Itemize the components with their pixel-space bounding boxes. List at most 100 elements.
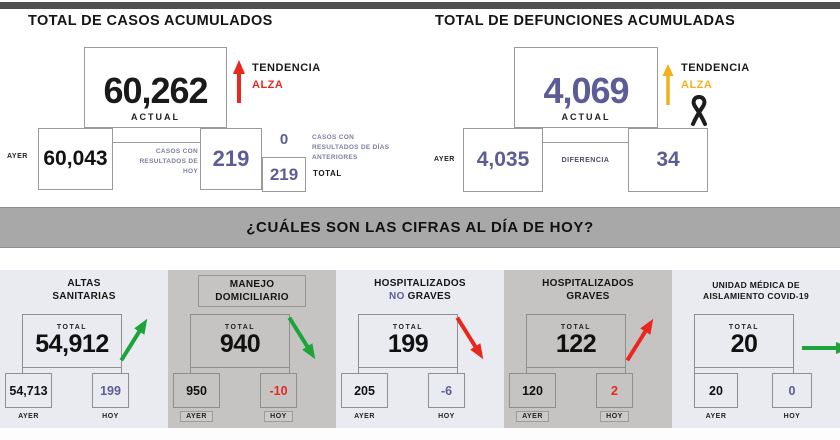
card-total-label: TOTAL [728, 324, 760, 332]
card-total-label: TOTAL [560, 324, 592, 332]
card-title: UNIDAD MÉDICA DE AISLAMIENTO COVID-19 [672, 280, 840, 302]
card-total-box: TOTAL 20 [694, 314, 794, 368]
card-ayer-box: 54,713 [5, 373, 52, 408]
card-title: HOSPITALIZADOS NO GRAVES [336, 277, 504, 303]
card-ayer-box: 120 [509, 373, 556, 408]
card-ayer-label-text: AYER [18, 413, 39, 420]
card-hoy-label-text: HOY [438, 413, 455, 420]
card-ayer-label: AYER [173, 411, 220, 422]
card-hoy-label-text: HOY [600, 411, 629, 422]
connector-stub [289, 368, 290, 374]
card-hoy-box: -6 [428, 373, 465, 408]
card-title: MANEJO DOMICILIARIO [198, 275, 306, 307]
card-title-accent: NO [389, 291, 405, 302]
card-hoy-box: 199 [92, 373, 129, 408]
card-ayer-label-text: AYER [516, 411, 549, 422]
cases-actual-label: ACTUAL [131, 112, 180, 122]
cases-actual-box: 60,262 ACTUAL [84, 47, 227, 128]
card-hoy-label-text: HOY [264, 411, 293, 422]
deaths-actual-value: 4,069 [543, 70, 629, 111]
connector-stub [694, 368, 695, 374]
deaths-trend-label: TENDENCIA [681, 62, 750, 74]
trend-up-arrow-icon [119, 318, 148, 362]
cases-trend-up-arrow-icon [233, 60, 245, 103]
connector-stub [526, 368, 527, 374]
card-title-line2: GRAVES [407, 291, 451, 302]
card-ayer-label: AYER [341, 413, 388, 420]
deaths-diferencia-label: DIFERENCIA [561, 157, 610, 164]
card-total-box: TOTAL 940 [190, 314, 290, 368]
cases-today-results-label: CASOS CON RESULTADOS DE HOY [139, 148, 198, 175]
card-ayer-label-text: AYER [354, 413, 375, 420]
card-ayer-label: AYER [5, 413, 52, 420]
card-ayer-box: 20 [694, 373, 738, 408]
card-hoy-label: HOY [92, 413, 129, 420]
card-title: HOSPITALIZADOS GRAVES [504, 277, 672, 303]
card-total-box: TOTAL 54,912 [22, 314, 122, 368]
card-title-line2: DOMICILIARIO [215, 292, 289, 303]
card-total-value: 940 [219, 330, 261, 359]
cases-previous-days-value: 0 [279, 131, 289, 148]
cases-trend-label: TENDENCIA [252, 62, 321, 74]
card-total-value: 54,912 [35, 330, 109, 359]
card-title-line1: UNIDAD MÉDICA DE [712, 280, 800, 290]
trend-up-arrow-icon [625, 318, 654, 362]
card-ayer-label-text: AYER [180, 411, 213, 422]
card-hospitalizados-graves: HOSPITALIZADOS GRAVES TOTAL 122 120 2 AY… [504, 270, 672, 428]
connector-stub [190, 368, 191, 374]
trend-flat-arrow-icon [802, 342, 840, 354]
connector-stub [22, 368, 23, 374]
card-hoy-label: HOY [260, 411, 297, 422]
deaths-diferencia-box: 34 [628, 128, 708, 192]
cases-total-box: 219 [262, 157, 306, 192]
card-total-value: 122 [555, 330, 597, 359]
card-ayer-box: 205 [341, 373, 388, 408]
deaths-ayer-box: 4,035 [463, 128, 543, 192]
card-title-line1: MANEJO [229, 279, 275, 290]
card-total-box: TOTAL 122 [526, 314, 626, 368]
card-total-label: TOTAL [56, 324, 88, 332]
card-total-box: TOTAL 199 [358, 314, 458, 368]
deaths-panel-title: TOTAL DE DEFUNCIONES ACUMULADAS [435, 13, 736, 29]
card-ayer-label-text: AYER [705, 413, 727, 420]
cases-actual-value: 60,262 [103, 70, 208, 111]
card-title-line1: ALTAS [67, 278, 101, 289]
card-hoy-label-text: HOY [783, 413, 801, 420]
card-hoy-label: HOY [596, 411, 633, 422]
card-total-value: 199 [387, 330, 429, 359]
cases-panel-title: TOTAL DE CASOS ACUMULADOS [28, 13, 273, 29]
connector-stub [793, 368, 794, 374]
deaths-actual-box: 4,069 ACTUAL [514, 47, 658, 128]
mourning-ribbon-icon [691, 95, 707, 126]
bottom-margin [0, 428, 840, 440]
card-hoy-box: 0 [772, 373, 812, 408]
card-total-label: TOTAL [224, 324, 256, 332]
cases-connector-line [113, 142, 200, 143]
card-title-line1: HOSPITALIZADOS [374, 278, 466, 289]
deaths-ayer-label: AYER [434, 156, 455, 163]
connector-stub [358, 368, 359, 374]
connector-stub [457, 368, 458, 374]
card-title-line1: HOSPITALIZADOS [542, 278, 634, 289]
card-total-value: 20 [730, 330, 758, 359]
cases-ayer-box: 60,043 [38, 128, 113, 190]
cases-ayer-label: AYER [7, 153, 28, 160]
deaths-trend-value: ALZA [681, 79, 713, 91]
card-hoy-label: HOY [428, 413, 465, 420]
card-hospitalizados-no-graves: HOSPITALIZADOS NO GRAVES TOTAL 199 205 -6… [336, 270, 504, 428]
deaths-trend-up-arrow-icon [662, 64, 674, 105]
card-total-label: TOTAL [392, 324, 424, 332]
cases-previous-days-label: CASOS CON RESULTADOS DE DÍAS ANTERIORES [312, 134, 390, 161]
trend-down-arrow-icon [287, 316, 316, 360]
cases-trend-value: ALZA [252, 79, 284, 91]
question-banner: ¿CUÁLES SON LAS CIFRAS AL DÍA DE HOY? [0, 207, 840, 248]
card-ayer-box: 950 [173, 373, 220, 408]
card-ayer-label: AYER [694, 413, 738, 420]
card-unidad-medica-aislamiento: UNIDAD MÉDICA DE AISLAMIENTO COVID-19 TO… [672, 270, 840, 428]
card-altas-sanitarias: ALTAS SANITARIAS TOTAL 54,912 54,713 199… [0, 270, 168, 428]
trend-down-arrow-icon [455, 316, 484, 360]
question-banner-text: ¿CUÁLES SON LAS CIFRAS AL DÍA DE HOY? [246, 219, 594, 236]
card-hoy-box: 2 [596, 373, 633, 408]
deaths-actual-label: ACTUAL [561, 112, 611, 122]
